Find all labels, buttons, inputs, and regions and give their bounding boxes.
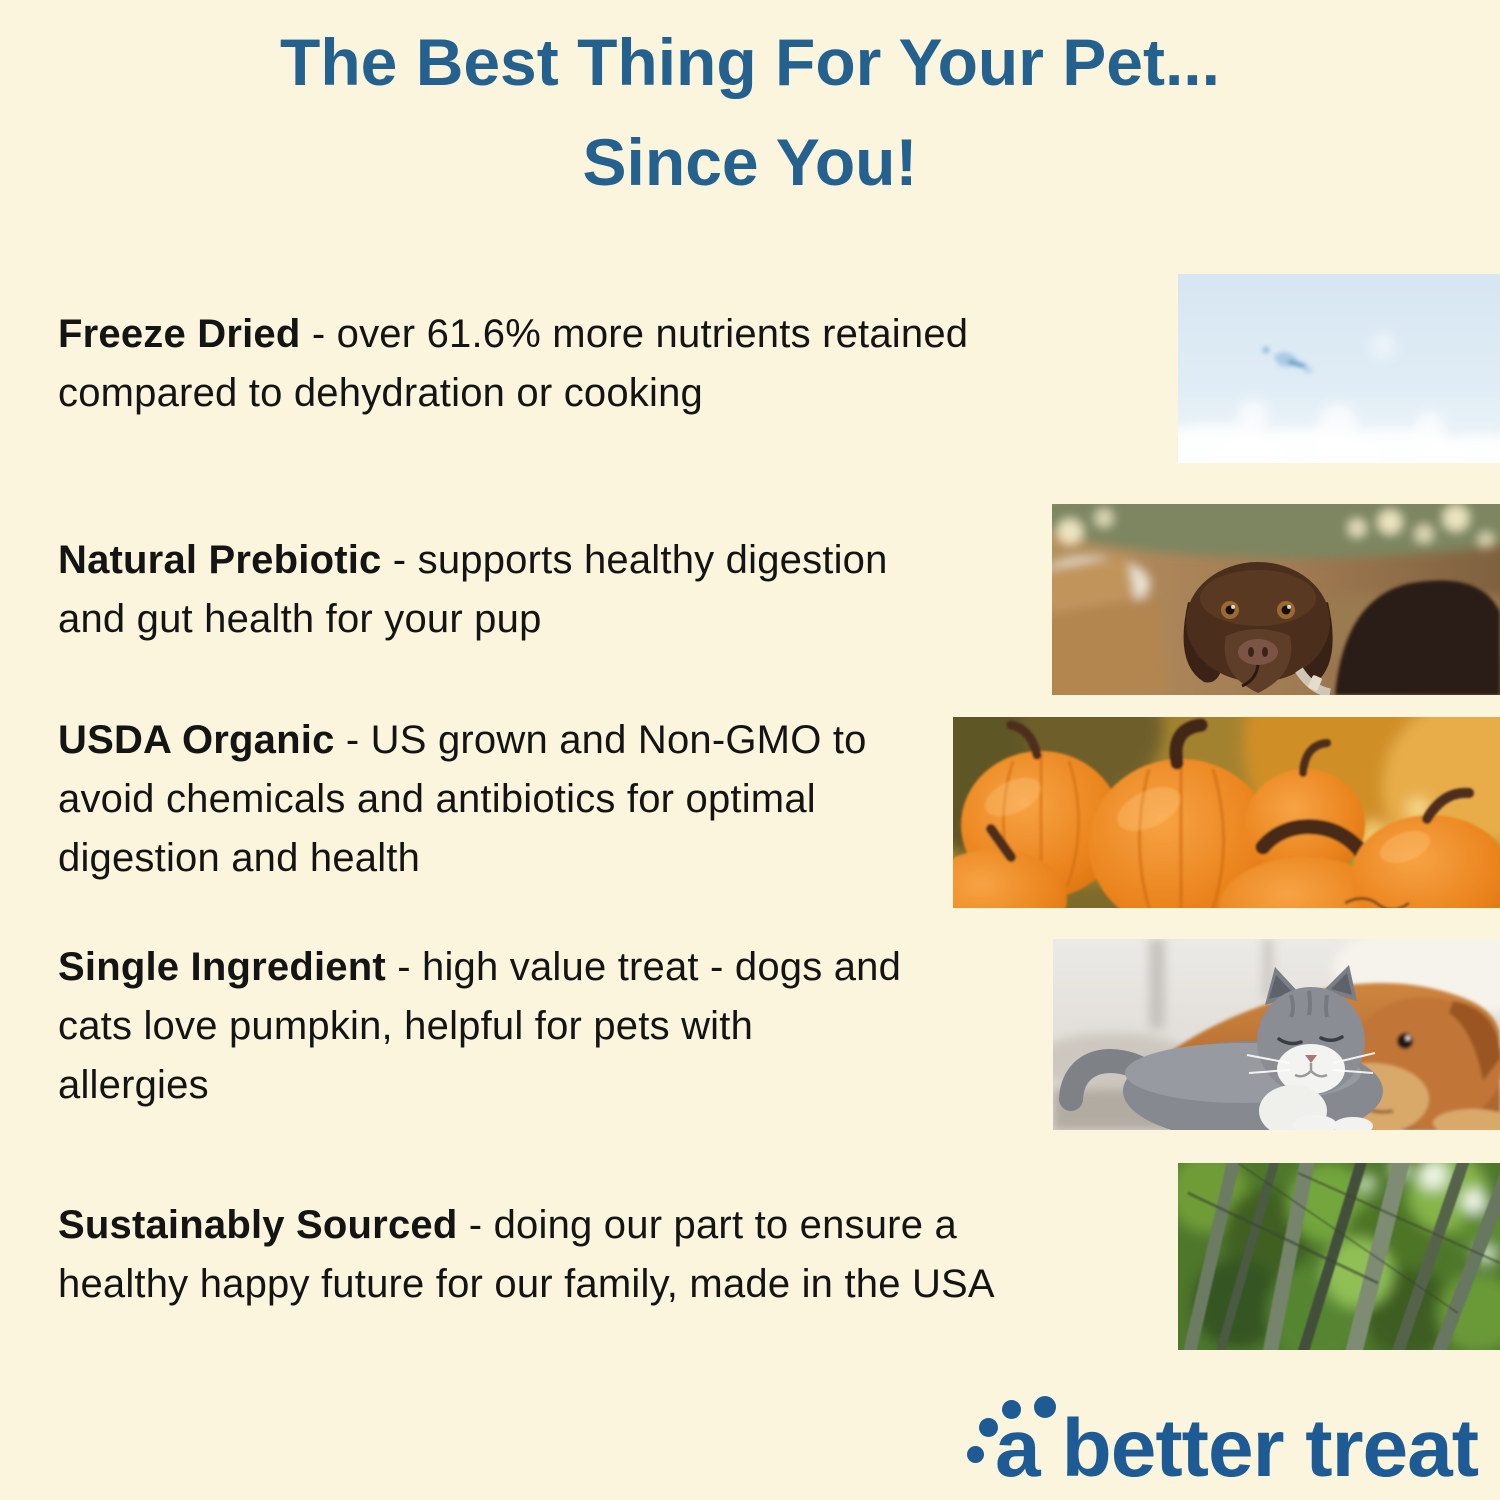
feature-heading: USDA Organic xyxy=(58,718,335,762)
feature-description: - high value treat - dogs and cats love … xyxy=(58,945,902,1107)
feature-heading: Natural Prebiotic xyxy=(58,538,382,582)
paw-dot-icon xyxy=(1002,1400,1022,1419)
pumpkins-photo xyxy=(953,717,1500,908)
feature-freeze-dried: Freeze Dried - over 61.6% more nutrients… xyxy=(58,305,1168,423)
title-line-2: Since You! xyxy=(582,125,918,199)
paw-dot-icon xyxy=(979,1418,999,1437)
ice-crystals-photo xyxy=(1178,274,1500,463)
title-line-1: The Best Thing For Your Pet... xyxy=(280,25,1220,99)
green-forest-photo xyxy=(1178,1163,1500,1350)
feature-usda-organic: USDA Organic - US grown and Non-GMO to a… xyxy=(58,711,958,888)
feature-description: - supports healthy digestion and gut hea… xyxy=(58,538,888,641)
feature-description: - doing our part to ensure a healthy hap… xyxy=(58,1203,995,1306)
brand-logo: a better treat xyxy=(967,1396,1479,1494)
logo-letter-a: a xyxy=(995,1403,1041,1494)
feature-heading: Single Ingredient xyxy=(58,945,386,989)
paw-dot-icon xyxy=(967,1446,985,1463)
paw-print-icon: a xyxy=(967,1396,1057,1490)
feature-description: - US grown and Non-GMO to avoid chemical… xyxy=(58,718,867,880)
logo-text: better treat xyxy=(1061,1403,1479,1494)
feature-heading: Sustainably Sourced xyxy=(58,1203,458,1247)
page-title: The Best Thing For Your Pet... Since You… xyxy=(0,12,1500,212)
feature-heading: Freeze Dried xyxy=(58,312,301,356)
feature-sustainably-sourced: Sustainably Sourced - doing our part to … xyxy=(58,1196,1168,1314)
paw-dot-icon xyxy=(1034,1396,1057,1418)
cat-and-golden-retriever-photo xyxy=(1053,939,1500,1130)
chocolate-lab-dog-photo xyxy=(1052,504,1500,695)
feature-single-ingredient: Single Ingredient - high value treat - d… xyxy=(58,938,1168,1115)
feature-description: - over 61.6% more nutrients retained com… xyxy=(58,312,969,415)
feature-natural-prebiotic: Natural Prebiotic - supports healthy dig… xyxy=(58,531,1168,649)
